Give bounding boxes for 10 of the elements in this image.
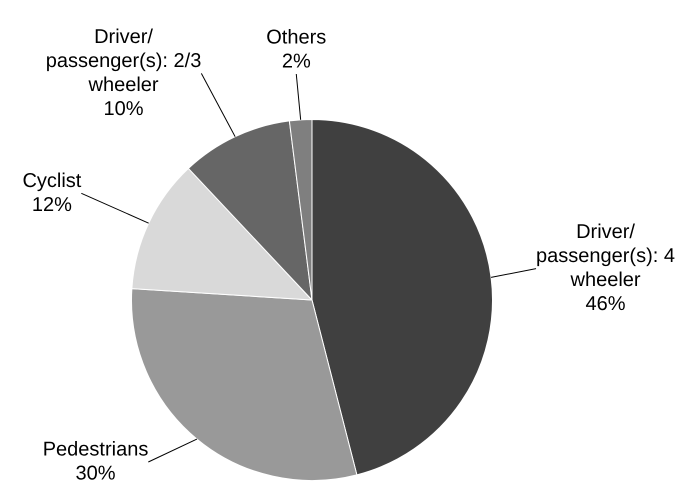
slice-label: Others xyxy=(266,26,326,49)
slice-label: Pedestrians xyxy=(42,438,148,461)
slice-label: Driver/ passenger(s): 4 wheeler xyxy=(536,221,676,292)
slice-label: Cyclist xyxy=(22,170,82,192)
data-label: 2% xyxy=(282,50,311,73)
slice-label: Driver/ passenger(s): 2/3 wheeler xyxy=(46,26,202,96)
data-label: 10% xyxy=(104,98,144,120)
data-label: 12% xyxy=(32,194,72,216)
data-label: 46% xyxy=(586,293,626,316)
data-label: 30% xyxy=(76,462,116,485)
